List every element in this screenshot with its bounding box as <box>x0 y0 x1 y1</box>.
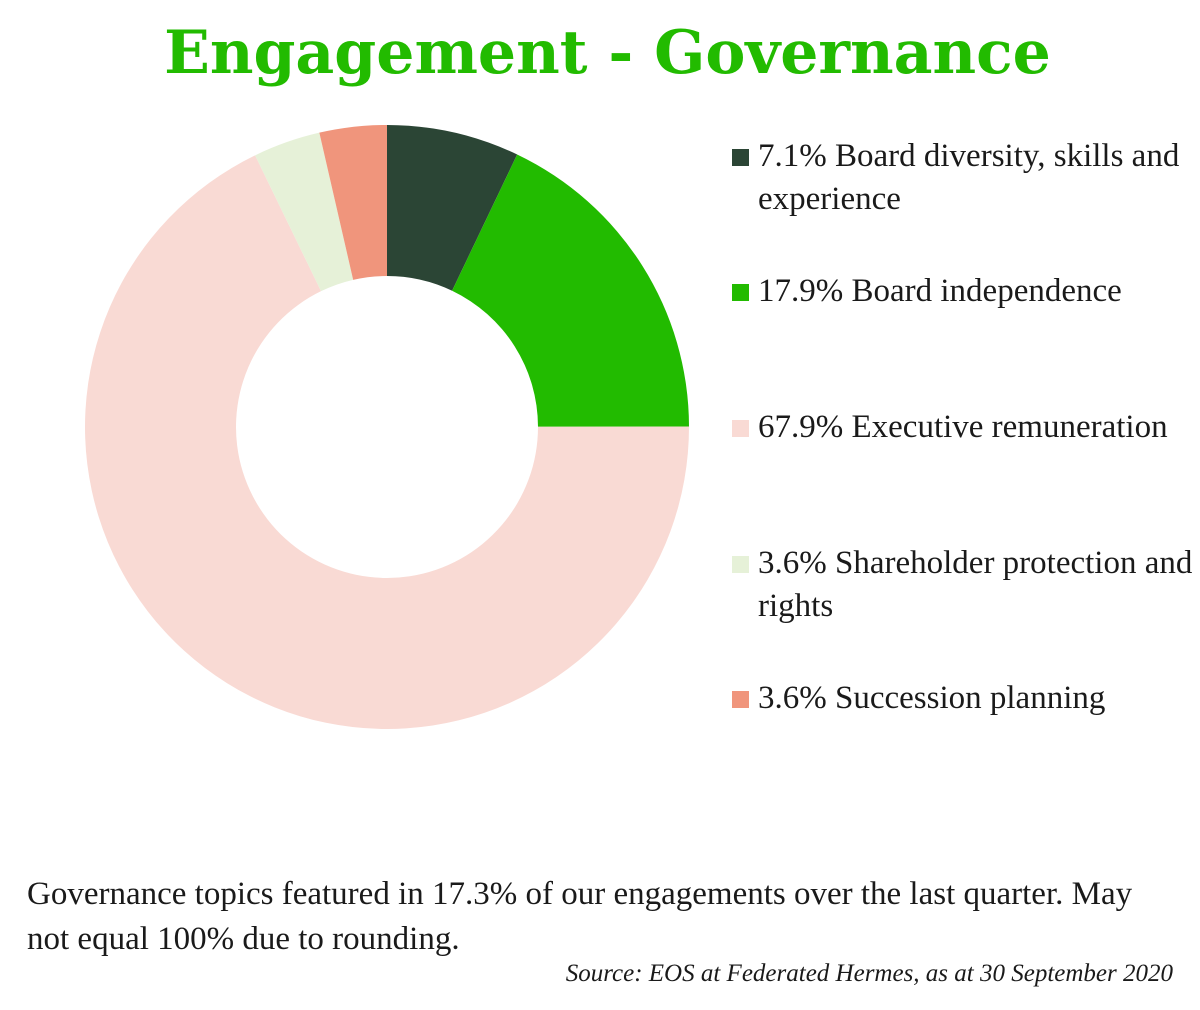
legend-label-succession-planning: 3.6% Succession planning <box>758 680 1106 716</box>
source-note: Source: EOS at Federated Hermes, as at 3… <box>565 960 1173 987</box>
chart-title: Engagement - Governance <box>164 18 1051 88</box>
legend-label-shareholder-protection: 3.6% Shareholder protection and rights <box>758 545 1193 624</box>
legend-swatch-executive-remuneration <box>732 420 749 437</box>
donut-slice-shareholder-protection-and-rights <box>255 132 354 292</box>
donut-slice-board-diversity-skills-and-experience <box>387 125 518 291</box>
legend-label-board-independence: 17.9% Board independence <box>758 273 1122 309</box>
legend-swatch-shareholder-protection <box>732 556 749 573</box>
legend-swatch-succession-planning <box>732 691 749 708</box>
legend-label-board-diversity: 7.1% Board diversity, skills and experie… <box>758 138 1180 217</box>
donut-slice-board-independence <box>452 154 689 427</box>
legend-label-executive-remuneration: 67.9% Executive remuneration <box>758 409 1168 445</box>
footnote: Governance topics featured in 17.3% of o… <box>27 876 1133 957</box>
donut-chart <box>85 125 690 730</box>
legend-item-board-diversity: 7.1% Board diversity, skills and experie… <box>732 135 1197 221</box>
legend-item-shareholder-protection: 3.6% Shareholder protection and rights <box>732 542 1197 628</box>
donut-slice-succession-planning <box>319 125 387 280</box>
legend-swatch-board-diversity <box>732 149 749 166</box>
legend-item-succession-planning: 3.6% Succession planning <box>732 677 1197 720</box>
legend-swatch-board-independence <box>732 284 749 301</box>
legend-item-executive-remuneration: 67.9% Executive remuneration <box>732 406 1197 449</box>
donut-slice-executive-remuneration <box>85 155 690 730</box>
legend-item-board-independence: 17.9% Board independence <box>732 270 1197 313</box>
